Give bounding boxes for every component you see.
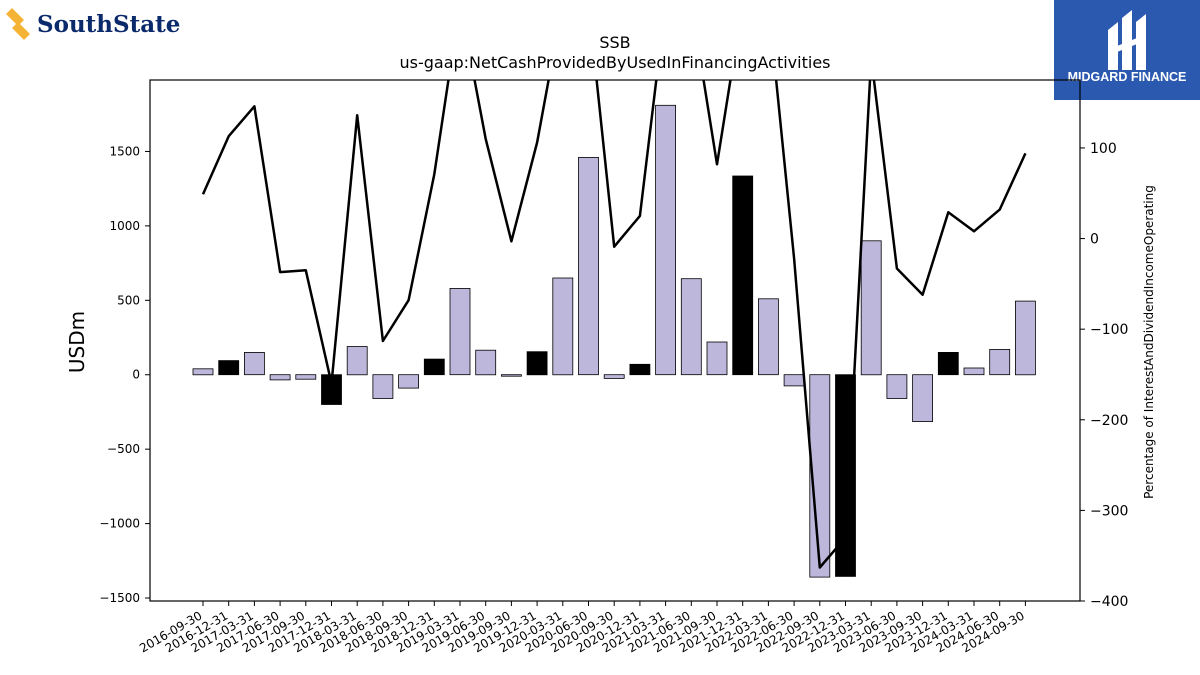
y2-tick-label: −300	[1090, 503, 1128, 519]
bar-2018-03-31	[346, 346, 368, 376]
chart-subtitle: us-gaap:NetCashProvidedByUsedInFinancing…	[399, 53, 830, 72]
y-tick-label: 500	[117, 293, 140, 307]
y2-tick-label: 100	[1090, 141, 1117, 157]
bar-2016-12-31	[218, 360, 240, 376]
southstate-logo: SouthState	[4, 4, 194, 44]
bar-2021-09-30	[706, 341, 728, 376]
bar-2022-03-31	[758, 298, 779, 376]
midgard-wordmark: MIDGARD FINANCE	[1068, 70, 1187, 84]
bar-2020-06-30	[578, 156, 599, 376]
y2-tick-label: −100	[1090, 322, 1128, 338]
bar-2019-09-30	[500, 374, 522, 377]
y2-axis-label: Percentage of InterestAndDividendIncomeO…	[1142, 185, 1156, 499]
southstate-mark-icon	[6, 8, 30, 40]
plot-frame	[149, 79, 1081, 602]
bar-2019-06-30	[475, 349, 497, 376]
bar-2017-03-31	[243, 351, 265, 376]
bar-2024-09-30	[1015, 300, 1036, 376]
bar-2022-06-30	[783, 374, 805, 387]
chart-title: SSB	[599, 33, 630, 52]
bar-2020-09-30	[603, 374, 625, 379]
bar-2024-03-31	[963, 367, 985, 376]
midgard-finance-logo: MIDGARD FINANCE	[1054, 0, 1200, 100]
bar-2017-06-30	[269, 374, 291, 381]
bar-2018-09-30	[398, 374, 420, 389]
y-tick-label: 0	[132, 368, 140, 382]
bar-2018-12-31	[423, 358, 445, 376]
bar-2018-06-30	[372, 374, 394, 399]
bar-2021-03-31	[655, 104, 676, 376]
ratio-line-series	[201, 80, 1027, 569]
y-axis-left: −1500 −1000 −500 0 500 1000 1500	[99, 144, 150, 605]
y2-tick-label: −200	[1090, 413, 1128, 429]
bar-2020-12-31	[629, 363, 651, 376]
y-tick-label: −500	[107, 442, 140, 456]
x-axis: 2016-09-302016-12-312017-03-312017-06-30…	[137, 601, 1027, 655]
bar-2017-09-30	[295, 374, 317, 380]
y-tick-label: 1000	[109, 219, 140, 233]
bar-2023-06-30	[886, 374, 908, 399]
bar-2021-12-31	[732, 175, 754, 376]
bar-2019-03-31	[449, 287, 471, 376]
y-tick-label: 1500	[109, 144, 140, 158]
y2-tick-label: −400	[1090, 594, 1128, 610]
bar-2016-09-30	[192, 368, 214, 376]
bar-2021-06-30	[680, 278, 702, 376]
midgard-mark-icon	[1108, 10, 1146, 70]
bar-2023-03-31	[860, 240, 882, 376]
y-axis-right: −400 −300 −200 −100 0 100	[1080, 141, 1128, 610]
bar-2023-12-31	[937, 351, 959, 376]
southstate-wordmark: SouthState	[37, 11, 180, 38]
bar-2022-09-30	[809, 374, 831, 578]
bar-2023-09-30	[912, 374, 933, 423]
y2-tick-label: 0	[1090, 232, 1099, 248]
y-tick-label: −1000	[99, 517, 140, 531]
ratio-line	[201, 80, 1027, 569]
bar-2019-12-31	[526, 351, 548, 376]
bar-2024-06-30	[989, 348, 1011, 376]
bar-series	[192, 104, 1036, 578]
y-axis-label: USDm	[65, 311, 89, 373]
bar-2020-03-31	[552, 277, 574, 376]
y-tick-label: −1500	[99, 591, 140, 605]
